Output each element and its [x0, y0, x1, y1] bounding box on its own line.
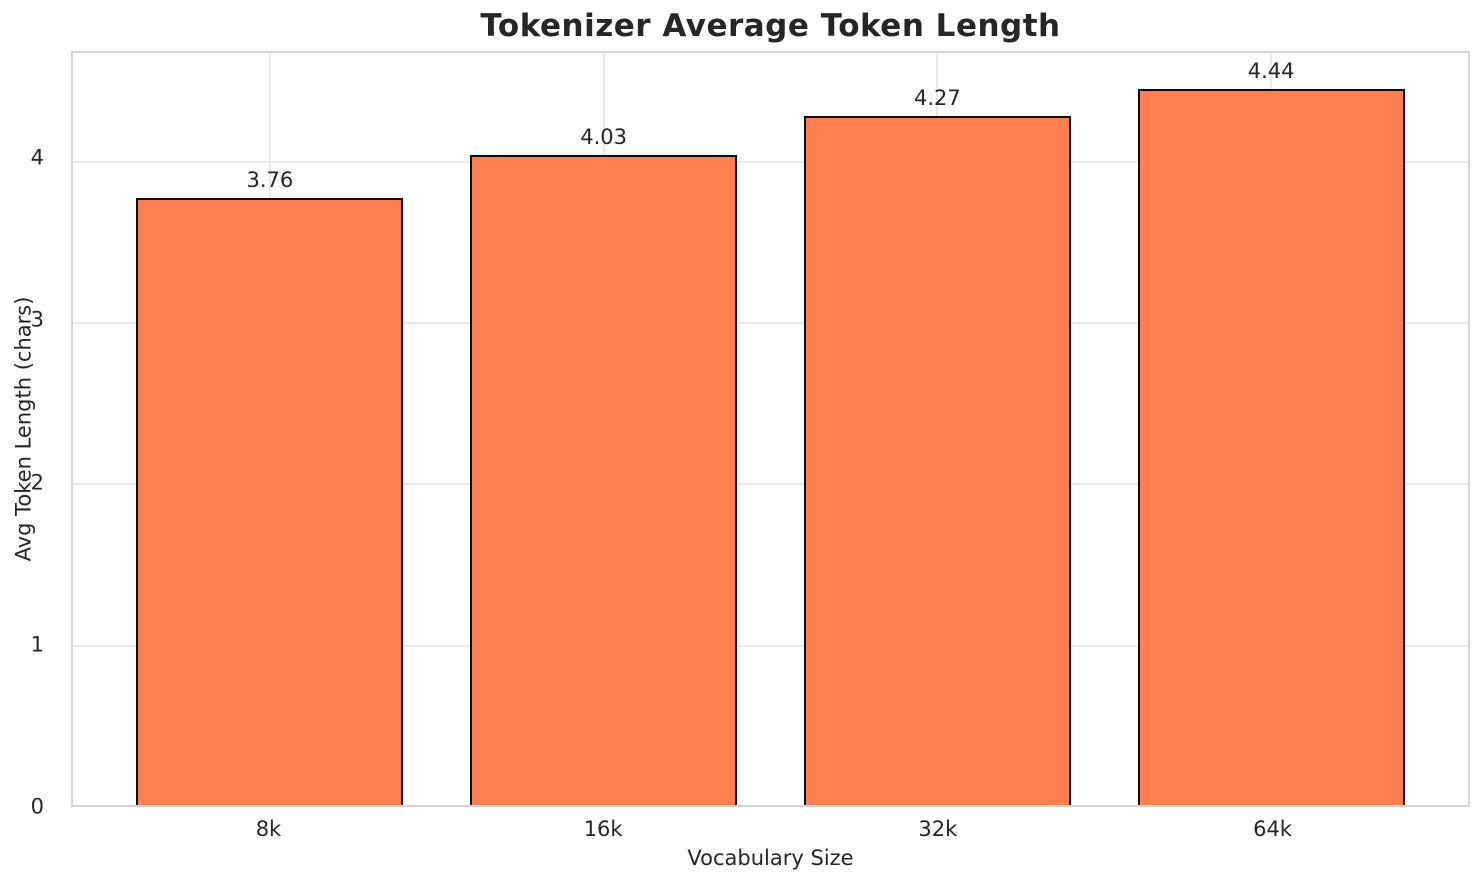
plot-area: 3.76 4.03 4.27 4.44: [71, 51, 1470, 807]
y-tick-label: 0: [30, 794, 44, 819]
x-tick-label: 8k: [255, 817, 282, 841]
bar-value-label: 4.03: [580, 124, 628, 149]
x-tick-label: 32k: [918, 817, 958, 841]
h-gridline: [73, 321, 1468, 324]
bar-value-label: 3.76: [246, 168, 294, 193]
bar-16k: [470, 154, 738, 805]
bar-8k: [136, 198, 404, 805]
bar-value-label: 4.27: [913, 85, 961, 110]
y-tick-label: 1: [30, 632, 44, 657]
h-gridline: [73, 644, 1468, 647]
y-tick-label: 4: [30, 145, 44, 170]
chart-title: Tokenizer Average Token Length: [480, 8, 1061, 44]
bar-value-label: 4.44: [1247, 58, 1295, 83]
h-gridline: [73, 160, 1468, 163]
x-tick-label: 16k: [583, 817, 623, 841]
y-tick-label: 2: [30, 470, 44, 495]
x-tick-label: 64k: [1253, 817, 1292, 841]
x-axis-tick-labels: 8k 16k 32k 64k: [71, 819, 1470, 845]
y-tick-label: 3: [30, 307, 44, 332]
y-axis-tick-labels: 0 1 2 3 4: [0, 51, 58, 817]
bar-64k: [1137, 88, 1405, 805]
x-axis-title: Vocabulary Size: [687, 846, 854, 870]
bar-32k: [803, 115, 1071, 805]
h-gridline: [73, 483, 1468, 486]
